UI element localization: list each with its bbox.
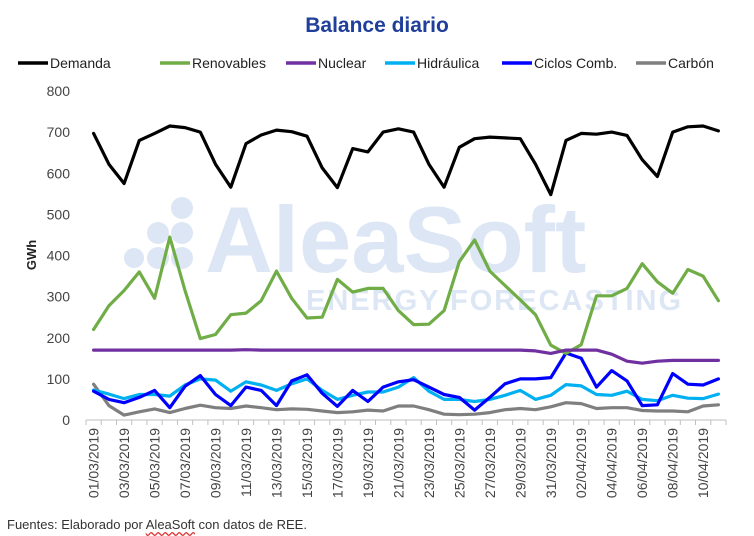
series-line-nuclear xyxy=(91,348,721,365)
chart-legend: Demanda Renovables Nuclear Hidráulica Ciclos… xyxy=(18,55,714,71)
x-axis: 01/03/2019 03/03/2019 05/03/2019 07/03/2019… xyxy=(85,419,727,498)
y-tick-label: 400 xyxy=(47,248,71,264)
legend-label: Demanda xyxy=(50,55,111,71)
y-tick-label: 0 xyxy=(62,412,70,428)
series-line-demanda xyxy=(91,124,721,197)
y-axis-title: GWh xyxy=(24,240,39,270)
x-tick-label: 10/04/2019 xyxy=(695,428,711,498)
x-tick-label: 02/04/2019 xyxy=(573,428,589,498)
x-tick-label: 06/04/2019 xyxy=(634,428,650,498)
y-tick-label: 200 xyxy=(47,330,71,346)
chart-title: Balance diario xyxy=(305,14,449,37)
x-tick-label: 17/03/2019 xyxy=(329,428,345,498)
x-tick-label: 29/03/2019 xyxy=(512,428,528,498)
y-tick-label: 500 xyxy=(47,206,71,222)
legend-label: Ciclos Comb. xyxy=(534,55,617,71)
x-tick-label: 04/04/2019 xyxy=(604,428,620,498)
x-tick-label: 21/03/2019 xyxy=(390,428,406,498)
y-axis: 0 100 200 300 400 500 600 700 800 xyxy=(47,83,71,428)
y-tick-label: 800 xyxy=(47,83,71,99)
x-tick-label: 05/03/2019 xyxy=(147,428,163,498)
source-prefix: Fuentes: Elaborado por xyxy=(7,517,146,532)
x-tick-label: 27/03/2019 xyxy=(482,428,498,498)
x-tick-label: 09/03/2019 xyxy=(208,428,224,498)
y-tick-label: 300 xyxy=(47,289,71,305)
legend-label: Nuclear xyxy=(318,55,367,71)
x-tick-label: 01/03/2019 xyxy=(86,428,102,498)
x-tick-label: 03/03/2019 xyxy=(116,428,132,498)
aleasoft-logo-dots-icon xyxy=(124,197,193,269)
series-line-ciclos-comb- xyxy=(91,351,721,412)
series-line-renovables xyxy=(91,235,721,355)
watermark-tagline-text: ENERGY FORECASTING xyxy=(306,285,683,317)
x-tick-label: 08/04/2019 xyxy=(665,428,681,498)
x-tick-label: 15/03/2019 xyxy=(299,428,315,498)
x-tick-label: 11/03/2019 xyxy=(238,428,254,497)
series-layer xyxy=(91,124,721,417)
legend-label: Hidráulica xyxy=(417,55,479,71)
aleasoft-watermark: AleaSoft ENERGY FORECASTING xyxy=(124,187,683,317)
x-tick-label: 31/03/2019 xyxy=(543,428,559,498)
x-tick-label: 19/03/2019 xyxy=(360,428,376,498)
series-line-carbón xyxy=(91,382,721,417)
legend-label: Renovables xyxy=(192,55,266,71)
watermark-brand-text: AleaSoft xyxy=(205,187,586,292)
source-suffix: con datos de REE. xyxy=(194,517,307,532)
y-tick-label: 100 xyxy=(47,371,71,387)
source-brand: AleaSoft xyxy=(145,517,195,532)
x-tick-label: 13/03/2019 xyxy=(268,428,284,498)
x-tick-label: 07/03/2019 xyxy=(177,428,193,498)
y-tick-label: 600 xyxy=(47,165,71,181)
legend-label: Carbón xyxy=(668,55,714,71)
y-tick-label: 700 xyxy=(47,124,71,140)
x-tick-label: 23/03/2019 xyxy=(421,428,437,498)
x-tick-label: 25/03/2019 xyxy=(451,428,467,498)
source-note: Fuentes: Elaborado por AleaSoft con dato… xyxy=(7,517,307,532)
